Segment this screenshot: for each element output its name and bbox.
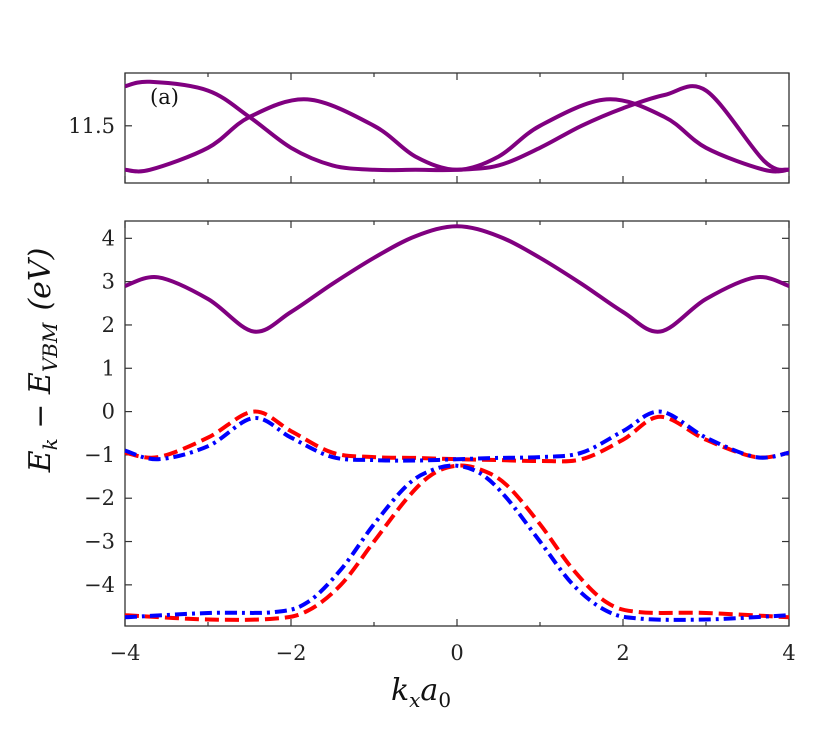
x-label-a: a: [420, 673, 438, 708]
upper-series: [124, 79, 790, 174]
lower-series-1-line: [124, 409, 790, 464]
lower-y-tick-label: 3: [102, 270, 115, 294]
lower-y-tick-label: −4: [84, 573, 115, 597]
lower-series-2-line: [124, 409, 790, 463]
x-label-k: k: [391, 673, 409, 708]
panel-label: (a): [150, 85, 179, 109]
lower-panel-frame: [124, 220, 790, 627]
y-label-e1: E: [23, 450, 58, 473]
upper-y-tick-label: 11.5: [68, 114, 115, 138]
lower-panel: −4 −3 −2 −1 0 1 2 3 4 −4 −2 0 2 4: [84, 220, 796, 665]
upper-panel: 11.5 (a): [68, 72, 790, 184]
lower-series-3-line: [124, 463, 790, 622]
upper-series-0-line: [124, 79, 790, 173]
x-axis-label: kxa0: [391, 673, 451, 712]
x-tick-label: 2: [616, 641, 629, 665]
upper-series-1-line: [124, 97, 790, 174]
lower-y-tick-label: 2: [102, 313, 115, 337]
y-label-e2: E: [23, 372, 58, 395]
x-tick-label: −2: [276, 641, 307, 665]
x-label-a-sub: 0: [438, 688, 451, 712]
lower-series-4-line: [124, 463, 790, 622]
x-tick-label: 0: [450, 641, 463, 665]
upper-panel-frame: [124, 72, 790, 184]
lower-series: [124, 224, 790, 622]
lower-y-tick-label: 0: [102, 400, 115, 424]
lower-y-tick-label: 4: [102, 226, 115, 250]
y-label-e2-sub: VBM: [38, 322, 62, 372]
lower-y-tick-label: −1: [84, 443, 115, 467]
x-tick-label: 4: [782, 641, 795, 665]
lower-y-tick-label: −3: [84, 530, 115, 554]
lower-y-tick-label: −2: [84, 486, 115, 510]
x-tick-label: −4: [110, 641, 141, 665]
lower-y-tick-label: 1: [102, 356, 115, 380]
y-axis-label: Ek − EVBM(eV): [23, 248, 62, 474]
x-axis-ticks: −4 −2 0 2 4: [110, 641, 796, 665]
lower-series-0-line: [124, 224, 790, 334]
y-label-minus: −: [23, 394, 58, 438]
x-label-k-sub: x: [409, 688, 420, 712]
lower-ticks: −4 −3 −2 −1 0 1 2 3 4: [84, 221, 790, 626]
upper-ticks: 11.5: [68, 73, 790, 183]
y-label-unit: (eV): [23, 248, 58, 311]
y-label-e1-sub: k: [38, 438, 62, 450]
